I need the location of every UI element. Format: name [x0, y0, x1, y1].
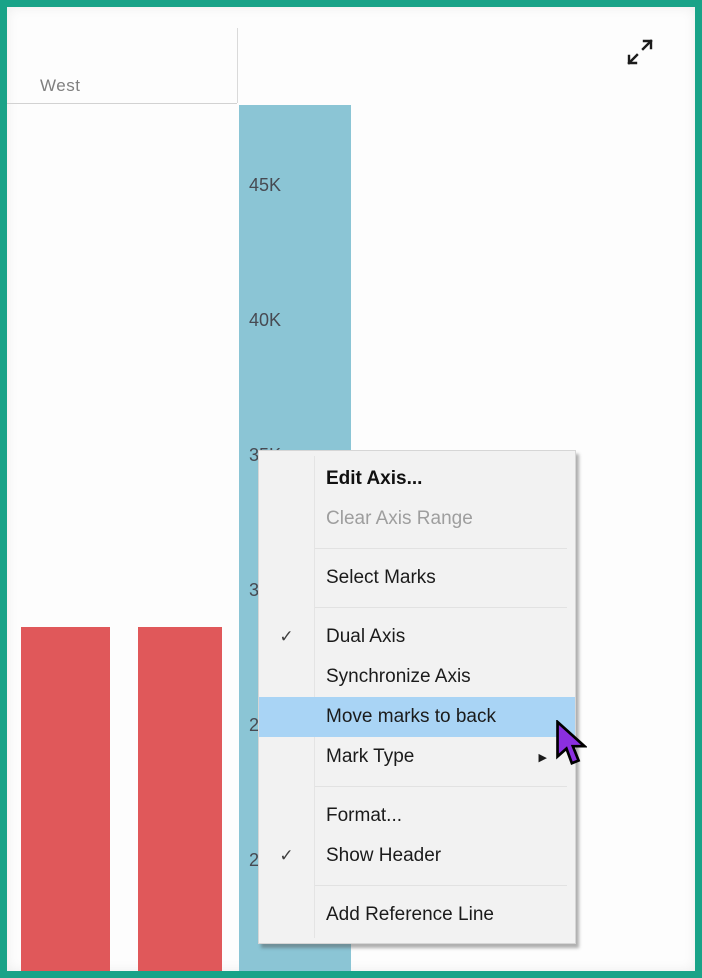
column-header-west: West — [40, 76, 81, 95]
menu-item-dual-axis[interactable]: ✓ Dual Axis — [259, 617, 575, 657]
menu-item-synchronize-axis[interactable]: Synchronize Axis — [326, 666, 471, 687]
column-divider — [237, 28, 238, 103]
axis-context-menu: Edit Axis... Clear Axis Range Select Mar… — [258, 450, 576, 944]
menu-item-show-header[interactable]: ✓ Show Header — [259, 836, 575, 876]
submenu-arrow-icon: ▶ — [538, 751, 547, 764]
menu-item-mark-type[interactable]: Mark Type ▶ — [326, 746, 547, 767]
menu-separator — [314, 607, 567, 608]
menu-item-format[interactable]: Format... — [326, 805, 403, 826]
axis-tick-label: 40K — [249, 310, 282, 330]
header-divider — [7, 103, 237, 104]
menu-separator — [314, 786, 567, 787]
menu-item-clear-axis-range: Clear Axis Range — [326, 508, 473, 529]
menu-item-select-marks[interactable]: Select Marks — [326, 567, 436, 588]
menu-item-edit-axis[interactable]: Edit Axis... — [326, 468, 423, 489]
expand-icon[interactable] — [619, 31, 661, 73]
menu-item-move-marks-to-back[interactable]: Move marks to back — [259, 697, 575, 737]
chart-canvas: West 45K 40K 35K 30K 25K 20K Edit Axis..… — [7, 7, 695, 971]
bar-mark[interactable] — [21, 627, 110, 971]
bar-mark[interactable] — [138, 627, 222, 971]
menu-item-add-reference-line[interactable]: Add Reference Line — [326, 904, 494, 925]
menu-separator — [314, 885, 567, 886]
check-icon: ✓ — [279, 846, 294, 865]
menu-separator — [314, 548, 567, 549]
axis-tick-label: 45K — [249, 175, 282, 195]
check-icon: ✓ — [279, 627, 294, 646]
